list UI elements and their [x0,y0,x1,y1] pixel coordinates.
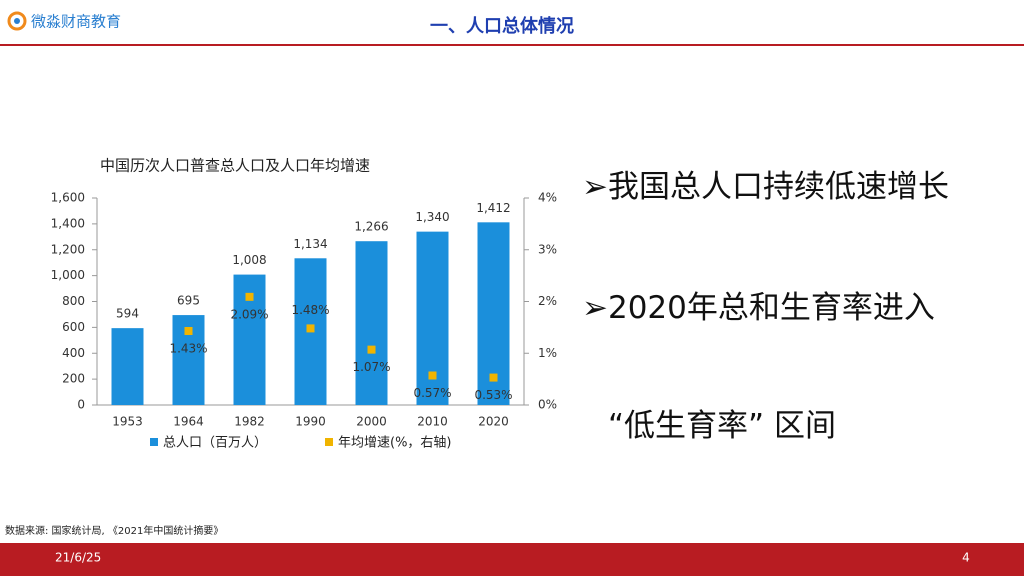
y2-tick-label: 0% [538,398,557,412]
bar [355,241,388,405]
point [367,345,376,354]
y-tick-label: 1,400 [51,216,85,230]
data-label: 1,266 [354,220,388,234]
bar [111,328,144,405]
data-label: 1,340 [415,210,449,224]
chart-title: 中国历次人口普查总人口及人口年均增速 [100,157,370,175]
bullet: ➢2020年总和生育率进入 [582,290,935,326]
x-tick-label: 2000 [356,415,387,429]
legend-swatch [150,438,158,446]
logo-icon-dot [14,18,20,24]
data-label: 1.48% [291,303,329,317]
y-tick-label: 0 [77,398,85,412]
data-label: 695 [177,294,200,308]
legend-label: 年均增速(%，右轴) [338,436,452,451]
data-label: 1,008 [232,253,266,267]
data-label: 2.09% [230,307,268,321]
bullet: ➢我国总人口持续低速增长 [582,169,949,205]
y2-tick-label: 1% [538,346,557,360]
data-label: 0.53% [474,388,512,402]
y-tick-label: 1,200 [51,242,85,256]
data-label: 0.57% [413,386,451,400]
logo-icon [7,11,27,31]
y-tick-label: 1,600 [51,191,85,205]
x-tick-label: 1982 [234,415,265,429]
y-tick-label: 400 [62,346,85,360]
x-tick-label: 2010 [417,415,448,429]
footer-bar [0,543,1024,576]
legend-swatch [325,438,333,446]
y2-tick-label: 2% [538,294,557,308]
x-tick-label: 1953 [112,415,143,429]
logo-text: 微淼财商教育 [31,13,121,31]
slide-title: 一、人口总体情况 [430,15,574,37]
data-label: 1,412 [476,201,510,215]
data-label: 1,134 [293,237,327,251]
y-tick-label: 200 [62,372,85,386]
point [428,371,437,380]
bullet: “低生育率” 区间 [608,408,836,444]
footer-date: 21/6/25 [55,551,101,565]
x-tick-label: 2020 [478,415,509,429]
data-label: 1.07% [352,360,390,374]
y2-tick-label: 4% [538,191,557,205]
point [184,326,193,335]
data-label: 1.43% [169,341,207,355]
data-label: 594 [116,307,139,321]
y2-tick-label: 3% [538,242,557,256]
page-number: 4 [962,551,970,565]
x-tick-label: 1990 [295,415,326,429]
legend-label: 总人口（百万人） [163,436,267,451]
point [489,373,498,382]
y-tick-label: 1,000 [51,268,85,282]
source: 数据来源: 国家统计局, 《2021年中国统计摘要》 [5,524,223,537]
x-tick-label: 1964 [173,415,204,429]
y-tick-label: 600 [62,320,85,334]
y-tick-label: 800 [62,294,85,308]
point [306,324,315,333]
point [245,292,254,301]
